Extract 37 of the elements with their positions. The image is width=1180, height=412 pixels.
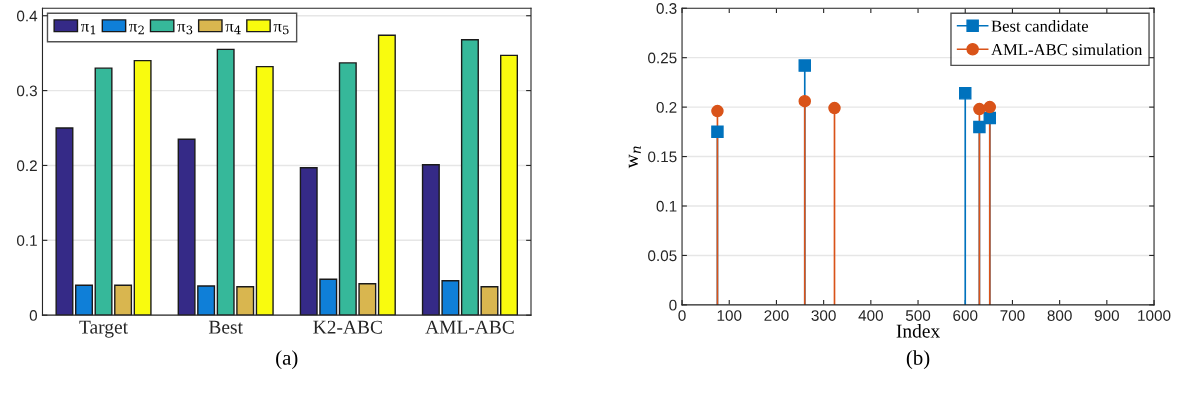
y-axis-title: w$_{n}$: [628, 146, 641, 169]
x-tick-label: 200: [764, 310, 789, 321]
x-tick-label: 100: [717, 310, 742, 321]
x-tick-label: 500: [905, 310, 931, 321]
legend-label: AML-ABC simulation: [991, 43, 1143, 56]
y-tick-label: 0: [669, 299, 677, 311]
text: (b): [906, 350, 930, 370]
y-tick-label: 0.1: [16, 235, 37, 246]
x-tick-label: Target: [79, 320, 128, 338]
x-tick-label: 0: [678, 310, 686, 321]
x-tick-label: 900: [1094, 310, 1119, 321]
x-tick-label: K2-ABC: [313, 320, 382, 334]
y-tick-label: 0.15: [648, 151, 677, 163]
legend-label: π$_{1}$: [81, 23, 96, 35]
legend-label: π$_{5}$: [273, 23, 289, 35]
y-tick-label: 0.3: [16, 85, 37, 97]
x-axis-title: Index: [896, 323, 940, 338]
x-tick-label: 600: [953, 310, 978, 321]
y-tick-label: 0.2: [16, 160, 37, 172]
x-tick-label: 1000: [1138, 310, 1171, 321]
y-tick-label: 0.1: [656, 200, 677, 212]
y-tick-label: 0.2: [656, 101, 677, 113]
y-tick-label: 0.25: [648, 52, 677, 64]
x-tick-label: 800: [1047, 310, 1072, 321]
legend-label: π$_{4}$: [225, 23, 241, 35]
y-tick-label: 0.3: [656, 3, 677, 14]
text: (a): [276, 350, 298, 370]
x-tick-label: 300: [811, 310, 836, 321]
legend-label: Best candidate: [991, 20, 1089, 32]
x-tick-label: 400: [858, 310, 883, 321]
x-tick-label: 700: [1000, 310, 1025, 321]
x-tick-label: Best: [208, 320, 243, 334]
legend-label: π$_{2}$: [129, 23, 144, 35]
legend-label: π$_{3}$: [177, 23, 193, 35]
y-tick-label: 0.05: [648, 250, 677, 262]
y-tick-label: 0.4: [16, 10, 38, 22]
x-tick-label: AML-ABC: [425, 320, 514, 334]
